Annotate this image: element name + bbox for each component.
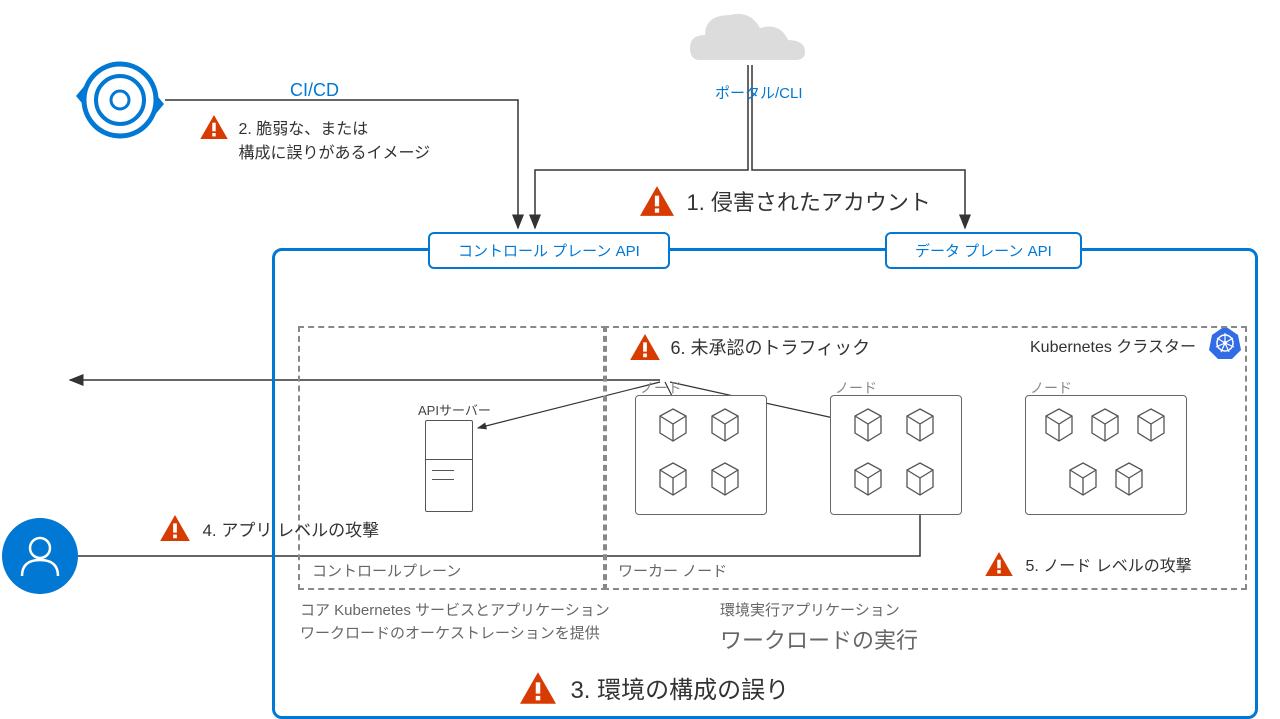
cube-icon <box>1044 408 1074 442</box>
control-plane-api-box: コントロール プレーン API <box>428 232 670 269</box>
data-plane-api-box: データ プレーン API <box>885 232 1082 269</box>
control-plane-desc-line1: コア Kubernetes サービスとアプリケーション <box>300 602 610 619</box>
cicd-label: CI/CD <box>290 80 339 101</box>
node-label: ノード <box>1030 378 1072 398</box>
api-server-label: APIサーバー <box>418 400 491 419</box>
threat-2-line2: 構成に誤りがあるイメージ <box>238 145 430 162</box>
threat-2: 2. 脆弱な、または 構成に誤りがあるイメージ <box>200 115 430 163</box>
cicd-icon <box>76 64 164 136</box>
control-plane-api-label: コントロール プレーン API <box>458 243 640 260</box>
cube-icon <box>905 462 935 496</box>
threat-1: 1. 侵害されたアカウント <box>640 185 931 217</box>
control-plane-desc: コア Kubernetes サービスとアプリケーション ワークロードのオーケスト… <box>300 600 610 645</box>
threat-3-label: 3. 環境の構成の誤り <box>570 677 789 704</box>
cloud-icon <box>690 14 805 60</box>
threat-5: 5. ノード レベルの攻撃 <box>985 552 1192 576</box>
worker-node-1: ノード <box>635 395 767 515</box>
warning-icon <box>640 186 674 216</box>
worker-node-2: ノード <box>830 395 962 515</box>
worker-desc: 環境実行アプリケーション ワークロードの実行 <box>720 600 918 655</box>
cube-icon <box>710 462 740 496</box>
node-label: ノード <box>640 378 682 398</box>
portal-cli-label: ポータル/CLI <box>715 82 803 103</box>
cube-icon <box>853 462 883 496</box>
worker-node-3: ノード <box>1025 395 1187 515</box>
control-plane-panel-label: コントロールプレーン <box>312 560 461 581</box>
cube-icon <box>658 408 688 442</box>
threat-6: 6. 未承認のトラフィック <box>630 334 870 360</box>
data-plane-api-label: データ プレーン API <box>915 243 1052 260</box>
threat-2-line1: 2. 脆弱な、または <box>238 121 368 138</box>
warning-icon <box>160 515 190 541</box>
api-server-box <box>425 420 473 512</box>
cube-icon <box>1068 462 1098 496</box>
warning-icon <box>520 672 556 704</box>
cube-icon <box>658 462 688 496</box>
worker-nodes-panel-label: ワーカー ノード <box>618 560 727 581</box>
threat-1-label: 1. 侵害されたアカウント <box>686 190 930 215</box>
cube-icon <box>1114 462 1144 496</box>
node-label: ノード <box>835 378 877 398</box>
warning-icon <box>985 552 1013 576</box>
cube-icon <box>905 408 935 442</box>
user-icon <box>2 518 78 594</box>
worker-desc-line2: ワークロードの実行 <box>720 623 918 655</box>
warning-icon <box>630 334 660 360</box>
cube-icon <box>1090 408 1120 442</box>
cube-icon <box>1136 408 1166 442</box>
warning-icon <box>200 115 228 139</box>
worker-desc-line1: 環境実行アプリケーション <box>720 600 918 623</box>
threat-4-label: 4. アプリ レベルの攻撃 <box>202 521 379 540</box>
threat-6-label: 6. 未承認のトラフィック <box>670 338 870 358</box>
threat-5-label: 5. ノード レベルの攻撃 <box>1025 558 1191 575</box>
threat-3: 3. 環境の構成の誤り <box>520 670 789 705</box>
threat-4: 4. アプリ レベルの攻撃 <box>160 515 379 541</box>
cube-icon <box>853 408 883 442</box>
control-plane-desc-line2: ワークロードのオーケストレーションを提供 <box>300 625 600 642</box>
cube-icon <box>710 408 740 442</box>
